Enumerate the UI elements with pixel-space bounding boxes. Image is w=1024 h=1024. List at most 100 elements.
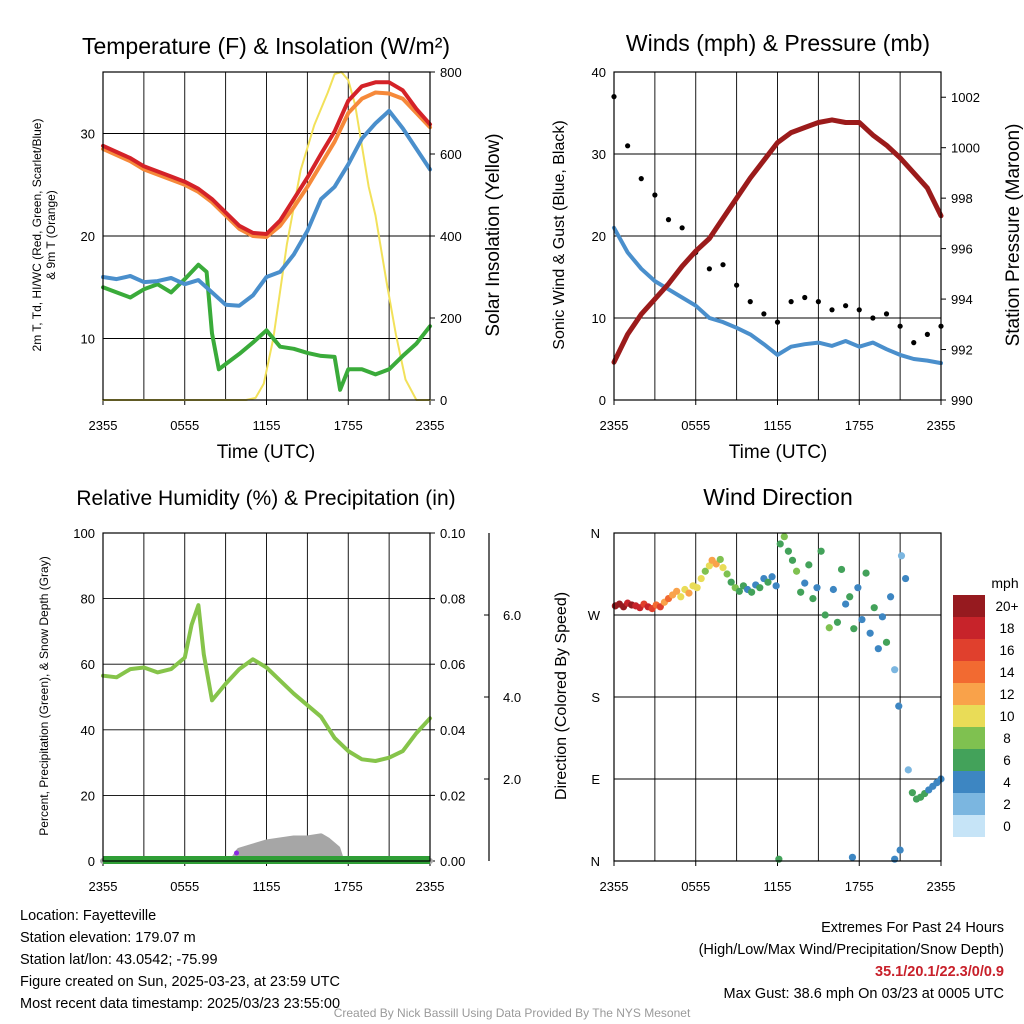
gust-point [665, 217, 672, 223]
station-info: Location: Fayetteville Station elevation… [20, 905, 340, 1015]
legend-swatch [953, 617, 985, 639]
snow-tick-label: 6.0 [503, 608, 521, 623]
y-tick-label: 20 [592, 229, 606, 244]
gust-point [870, 315, 876, 321]
direction-point [797, 588, 805, 596]
x-tick-label: 0555 [681, 879, 710, 894]
direction-point [842, 600, 850, 608]
legend-label: 8 [1003, 731, 1011, 746]
direction-point [833, 618, 842, 626]
x-tick-label: 0555 [170, 879, 199, 894]
direction-point [821, 611, 829, 619]
snow-depth-line [100, 833, 433, 864]
direction-point [756, 584, 764, 592]
x-tick-label: 2355 [927, 879, 956, 894]
direction-point [891, 666, 899, 674]
legend-label: 6 [1003, 753, 1011, 768]
pressure-line [611, 117, 944, 365]
dewpoint_green-line [101, 262, 432, 392]
y-right-tick-label: 1002 [951, 90, 980, 105]
x-tick-label: 0555 [170, 418, 199, 433]
dir-panel: Wind Direction 2355 0555 1155 1755 2355NESWN… [553, 484, 1019, 894]
direction-point [801, 579, 809, 587]
direction-point [776, 540, 784, 548]
y-right-tick-label: 992 [951, 343, 973, 358]
direction-point [719, 564, 727, 572]
direction-point [775, 855, 783, 863]
y-tick-label: 0 [88, 854, 95, 869]
y-tick-label: 60 [81, 657, 95, 672]
legend-swatch [953, 793, 985, 815]
wind-title: Winds (mph) & Pressure (mb) [626, 30, 930, 56]
x-tick-label: 1155 [253, 418, 281, 433]
x-tick-label: 1155 [253, 879, 281, 894]
gust-point [829, 307, 835, 313]
direction-point [784, 547, 793, 555]
legend-label: 14 [999, 665, 1015, 680]
x-tick-label: 1755 [845, 879, 874, 894]
speed-legend: mph 20+ 18 16 14 12 10 8 6 4 2 0 [953, 575, 1019, 837]
rh-line [101, 603, 432, 763]
x-tick-label: 0555 [681, 418, 710, 433]
wind-xlabel: Time (UTC) [729, 442, 828, 463]
legend-label: 16 [999, 643, 1014, 658]
direction-point [792, 567, 801, 575]
y-right-tick-label: 996 [951, 242, 973, 257]
y-right-tick-label: 400 [440, 229, 462, 244]
precip-marker [234, 850, 240, 856]
gust-point [802, 294, 808, 301]
y-right-tick-label: 800 [440, 65, 462, 80]
x-tick-label: 1155 [764, 879, 792, 894]
temp-xlabel: Time (UTC) [217, 442, 316, 463]
gust-point [652, 192, 658, 198]
y-right-tick-label: 0.02 [440, 788, 465, 803]
y-tick-label: N [591, 526, 600, 541]
latlon-text: Station lat/lon: 43.0542; -75.99 [20, 952, 218, 968]
direction-point [901, 574, 910, 583]
direction-point [817, 547, 825, 555]
gust-point [638, 176, 644, 182]
recent-text: Most recent data timestamp: 2025/03/23 2… [20, 996, 341, 1012]
rh-ylabel-left: Percent, Precipitation (Green), & Snow D… [37, 556, 51, 835]
y-tick-label: W [588, 608, 601, 623]
gust-point [911, 340, 917, 346]
direction-point [837, 565, 846, 574]
y-right-tick-label: 0 [440, 393, 447, 408]
dir-title: Wind Direction [703, 484, 853, 510]
direction-point [697, 574, 705, 583]
gust-point [625, 143, 631, 149]
created-text: Figure created on Sun, 2025-03-23, at 23… [20, 974, 340, 990]
max-gust-text: Max Gust: 38.6 mph On 03/23 at 0005 UTC [723, 986, 1004, 1002]
snow-tick-label: 2.0 [503, 772, 521, 787]
y-tick-label: 20 [81, 229, 95, 244]
direction-point [848, 853, 857, 861]
plot-border [102, 71, 431, 401]
direction-point [870, 604, 878, 612]
legend-swatch [953, 705, 985, 727]
direction-point [882, 638, 891, 646]
direction-point [735, 587, 743, 595]
wind-plot-area: 2355 0555 1155 1755 2355 0 10 20 30 40 990 992 994 99… [592, 65, 980, 433]
legend-swatch [953, 727, 985, 749]
temp-ylabel-right: Solar Insolation (Yellow) [483, 133, 504, 336]
legend-label: 0 [1003, 819, 1011, 834]
x-tick-label: 2355 [927, 418, 956, 433]
legend-label: 12 [999, 687, 1014, 702]
direction-point [866, 629, 874, 637]
gust-point [774, 319, 781, 325]
gust-point [679, 225, 685, 231]
direction-point [748, 588, 756, 596]
y-tick-label: 80 [81, 592, 95, 607]
snow-tick-label: 4.0 [503, 690, 521, 705]
direction-point [693, 584, 701, 592]
gust-point [720, 262, 726, 268]
direction-point [858, 615, 866, 624]
y-tick-label: 10 [81, 332, 95, 347]
direction-point [805, 561, 813, 569]
y-right-tick-label: 1000 [951, 141, 980, 156]
credit-text: Created By Nick Bassill Using Data Provi… [333, 1006, 691, 1020]
temp-ylabel-left-2: & 9m T (Orange) [44, 190, 58, 280]
direction-point [768, 573, 776, 581]
